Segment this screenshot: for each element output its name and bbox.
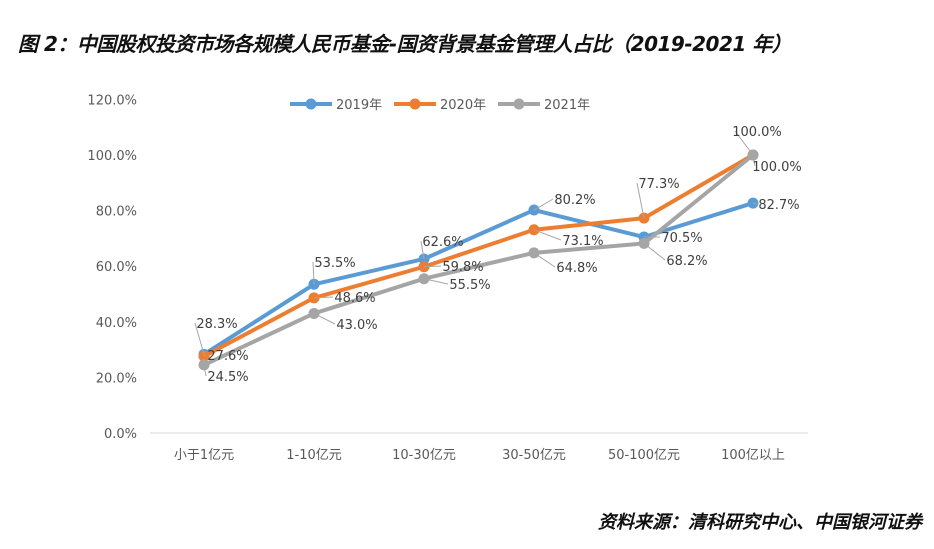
- leader-line: [203, 364, 207, 377]
- x-tick-label: 100亿以上: [721, 448, 785, 463]
- data-label: 62.6%: [422, 235, 463, 250]
- data-label: 28.3%: [196, 317, 237, 332]
- x-tick-label: 小于1亿元: [174, 448, 234, 463]
- data-label: 100.0%: [732, 125, 782, 140]
- data-label: 70.5%: [661, 231, 702, 246]
- leader-line: [533, 198, 554, 211]
- data-label: 68.2%: [666, 254, 707, 269]
- leader-line: [734, 130, 754, 156]
- legend-label: 2020年: [440, 98, 486, 113]
- leader-line: [533, 229, 562, 241]
- legend-marker: [305, 98, 317, 110]
- y-tick-label: 80.0%: [96, 205, 137, 220]
- series-line-2021年: [203, 153, 755, 367]
- y-tick-label: 60.0%: [96, 260, 137, 275]
- leader-line: [420, 240, 425, 260]
- leader-line: [313, 313, 336, 325]
- leader-line: [423, 278, 449, 285]
- data-label: 82.7%: [758, 198, 799, 213]
- legend-marker: [409, 98, 421, 110]
- y-tick-label: 100.0%: [87, 149, 137, 164]
- data-label: 48.6%: [334, 291, 375, 306]
- leader-line: [312, 261, 315, 285]
- leader-line: [643, 243, 666, 261]
- data-label: 73.1%: [562, 234, 603, 249]
- data-label: 59.8%: [442, 260, 483, 275]
- y-tick-label: 0.0%: [104, 427, 137, 442]
- x-tick-label: 30-50亿元: [502, 448, 566, 463]
- leader-line: [194, 322, 205, 355]
- data-label: 77.3%: [638, 177, 679, 192]
- legend-label: 2019年: [336, 98, 382, 113]
- leader-line: [533, 252, 556, 268]
- leader-line: [752, 154, 756, 167]
- y-tick-label: 20.0%: [96, 371, 137, 386]
- data-label: 55.5%: [449, 278, 490, 293]
- figure-title: 图 2：中国股权投资市场各规模人民币基金-国资背景基金管理人占比（2019-20…: [18, 32, 792, 56]
- leader-line: [636, 182, 645, 219]
- y-tick-label: 120.0%: [87, 93, 137, 108]
- data-label: 64.8%: [556, 261, 597, 276]
- data-label: 100.0%: [752, 160, 802, 175]
- series-line-2020年: [203, 153, 755, 359]
- leader-line: [752, 202, 758, 205]
- source-note: 资料来源：清科研究中心、中国银河证券: [598, 512, 922, 533]
- data-label: 43.0%: [336, 318, 377, 333]
- x-tick-label: 10-30亿元: [392, 448, 456, 463]
- data-label: 24.5%: [207, 370, 248, 385]
- leader-line: [423, 265, 442, 268]
- y-tick-label: 40.0%: [96, 316, 137, 331]
- legend-marker: [513, 98, 525, 110]
- data-label: 53.5%: [314, 256, 355, 271]
- data-label: 80.2%: [554, 193, 595, 208]
- leader-line: [313, 296, 334, 299]
- legend-label: 2021年: [544, 98, 590, 113]
- data-label: 27.6%: [207, 349, 248, 364]
- x-tick-label: 1-10亿元: [286, 448, 342, 463]
- series-line-2019年: [202, 201, 754, 357]
- x-tick-label: 50-100亿元: [608, 448, 680, 463]
- leader-line: [203, 354, 207, 357]
